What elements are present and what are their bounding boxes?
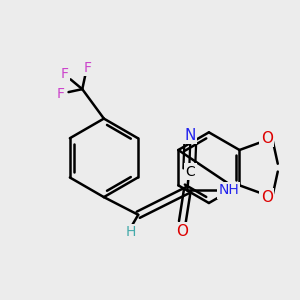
Text: NH: NH — [218, 183, 239, 197]
Text: F: F — [83, 61, 91, 75]
Text: O: O — [261, 190, 273, 205]
Text: C: C — [185, 165, 195, 178]
Text: O: O — [261, 131, 273, 146]
Text: H: H — [125, 225, 136, 239]
Text: N: N — [184, 128, 196, 143]
Text: O: O — [176, 224, 188, 239]
Text: F: F — [61, 68, 69, 81]
Text: F: F — [57, 87, 65, 101]
